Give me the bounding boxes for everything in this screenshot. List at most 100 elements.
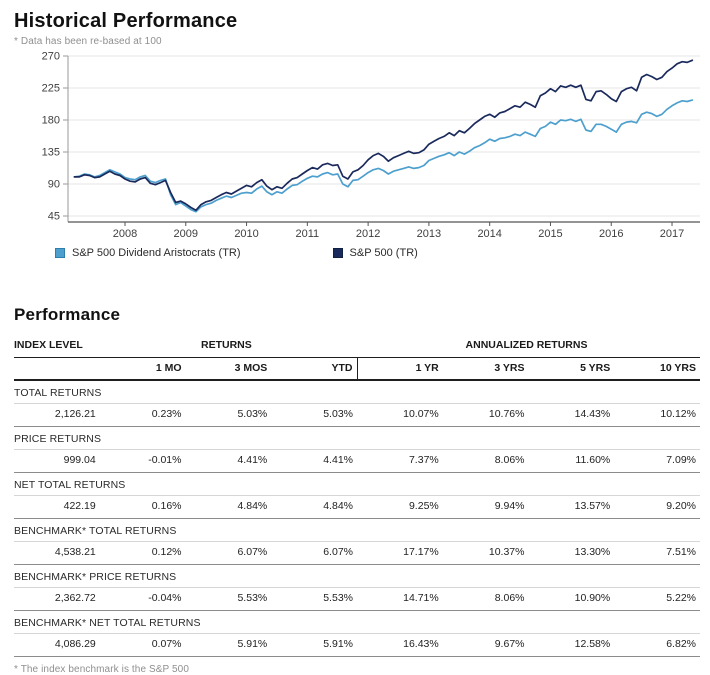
value-cell: 10.07% xyxy=(357,403,443,427)
value-cell: 10.37% xyxy=(442,541,529,565)
value-cell: 9.94% xyxy=(442,495,529,519)
x-axis-label: 2016 xyxy=(599,228,623,240)
value-cell: 999.04 xyxy=(14,449,100,473)
factsheet-page: Historical Performance * Data has been r… xyxy=(0,10,710,675)
x-axis-label: 2012 xyxy=(356,228,380,240)
section-label-row: TOTAL RETURNS xyxy=(14,380,700,404)
period-header: 3 MOS xyxy=(185,357,272,381)
section-value-row: 4,538.21 0.12% 6.07% 6.07% 17.17% 10.37% 13.30… xyxy=(14,541,700,565)
value-cell: 0.12% xyxy=(99,541,186,565)
value-cell: 9.67% xyxy=(442,633,529,657)
section-value-row: 422.19 0.16% 4.84% 4.84% 9.25% 9.94% 13.57% 9.2… xyxy=(14,495,700,519)
period-header: 1 MO xyxy=(99,357,186,381)
legend-label-aristocrats: S&P 500 Dividend Aristocrats (TR) xyxy=(72,247,241,259)
value-cell: 0.07% xyxy=(99,633,186,657)
header-empty-cell xyxy=(14,357,100,381)
x-axis-label: 2011 xyxy=(296,228,320,240)
value-cell: 4,538.21 xyxy=(14,541,100,565)
y-axis-label: 180 xyxy=(42,115,60,127)
y-axis-label: 90 xyxy=(48,179,60,191)
value-cell: 16.43% xyxy=(357,633,443,657)
x-axis-label: 2010 xyxy=(234,228,258,240)
value-cell: 5.53% xyxy=(185,587,272,611)
section-value-row: 2,126.21 0.23% 5.03% 5.03% 10.07% 10.76% 14.43… xyxy=(14,403,700,427)
rebase-footnote: * Data has been re-based at 100 xyxy=(14,36,162,47)
table-period-header-row: 1 MO 3 MOS YTD 1 YR 3 YRS 5 YRS 10 YRS xyxy=(14,357,700,381)
value-cell: 5.91% xyxy=(271,633,357,657)
section-label-row: PRICE RETURNS xyxy=(14,426,700,450)
value-cell: 17.17% xyxy=(357,541,443,565)
value-cell: 12.58% xyxy=(528,633,615,657)
value-cell: 4.41% xyxy=(185,449,272,473)
value-cell: 9.25% xyxy=(357,495,443,519)
legend-item-dividend-aristocrats: S&P 500 Dividend Aristocrats (TR) xyxy=(55,247,241,259)
value-cell: 9.20% xyxy=(614,495,700,519)
value-cell: 7.09% xyxy=(614,449,700,473)
performance-title: Performance xyxy=(14,305,121,324)
legend-swatch-aristocrats xyxy=(55,248,65,258)
value-cell: 6.82% xyxy=(614,633,700,657)
x-axis-label: 2013 xyxy=(417,228,441,240)
section-label: TOTAL RETURNS xyxy=(14,380,700,404)
value-cell: 5.03% xyxy=(271,403,357,427)
y-axis-label: 270 xyxy=(42,51,60,63)
legend-item-sp500: S&P 500 (TR) xyxy=(332,247,418,259)
value-cell: 14.43% xyxy=(528,403,615,427)
historical-chart: 45 90 135 180 225 270 2008 2009 2010 2011 2012 2013… xyxy=(0,49,710,241)
chart-legend: S&P 500 Dividend Aristocrats (TR) S&P 50… xyxy=(0,247,710,259)
value-cell: 5.03% xyxy=(185,403,272,427)
header-group-annualized-returns: ANNUALIZED RETURNS xyxy=(357,333,700,358)
value-cell: 0.23% xyxy=(99,403,186,427)
value-cell: 7.37% xyxy=(357,449,443,473)
line-chart-canvas: 45 90 135 180 225 270 2008 2009 2010 2011 2012 2013… xyxy=(42,51,700,240)
value-cell: 422.19 xyxy=(14,495,100,519)
performance-table: INDEX LEVEL RETURNS ANNUALIZED RETURNS 1… xyxy=(14,333,700,657)
x-axis-label: 2009 xyxy=(174,228,198,240)
section-label: BENCHMARK* NET TOTAL RETURNS xyxy=(14,610,700,634)
y-axis-label: 45 xyxy=(48,211,60,223)
x-axis-label: 2015 xyxy=(538,228,562,240)
header-group-returns: RETURNS xyxy=(99,333,357,358)
section-label: BENCHMARK* PRICE RETURNS xyxy=(14,564,700,588)
y-axis-label: 225 xyxy=(42,83,60,95)
section-value-row: 4,086.29 0.07% 5.91% 5.91% 16.43% 9.67% 12.58%… xyxy=(14,633,700,657)
value-cell: 14.71% xyxy=(357,587,443,611)
value-cell: -0.04% xyxy=(99,587,186,611)
period-header: 3 YRS xyxy=(442,357,529,381)
value-cell: 2,362.72 xyxy=(14,587,100,611)
section-value-row: 999.04 -0.01% 4.41% 4.41% 7.37% 8.06% 11.60% 7.… xyxy=(14,449,700,473)
legend-label-sp500: S&P 500 (TR) xyxy=(349,247,418,259)
legend-swatch-sp500 xyxy=(332,248,343,258)
value-cell: 2,126.21 xyxy=(14,403,100,427)
value-cell: 8.06% xyxy=(442,587,529,611)
y-axis-label: 135 xyxy=(42,147,60,159)
period-header: 5 YRS xyxy=(528,357,615,381)
value-cell: -0.01% xyxy=(99,449,186,473)
value-cell: 10.90% xyxy=(528,587,615,611)
value-cell: 11.60% xyxy=(528,449,615,473)
section-label: BENCHMARK* TOTAL RETURNS xyxy=(14,518,700,542)
period-header: 10 YRS xyxy=(614,357,700,381)
benchmark-footnote: * The index benchmark is the S&P 500 xyxy=(14,664,190,675)
value-cell: 6.07% xyxy=(185,541,272,565)
x-axis-label: 2008 xyxy=(113,228,137,240)
x-axis-label: 2017 xyxy=(660,228,684,240)
table-group-header-row: INDEX LEVEL RETURNS ANNUALIZED RETURNS xyxy=(14,333,700,358)
section-label: NET TOTAL RETURNS xyxy=(14,472,700,496)
section-label-row: BENCHMARK* TOTAL RETURNS xyxy=(14,518,700,542)
section-value-row: 2,362.72 -0.04% 5.53% 5.53% 14.71% 8.06% 10.90… xyxy=(14,587,700,611)
value-cell: 7.51% xyxy=(614,541,700,565)
value-cell: 10.76% xyxy=(442,403,529,427)
value-cell: 4.41% xyxy=(271,449,357,473)
value-cell: 6.07% xyxy=(271,541,357,565)
period-header: 1 YR xyxy=(356,357,443,381)
section-label-row: BENCHMARK* NET TOTAL RETURNS xyxy=(14,610,700,634)
value-cell: 5.91% xyxy=(185,633,272,657)
section-label: PRICE RETURNS xyxy=(14,426,700,450)
value-cell: 0.16% xyxy=(99,495,186,519)
value-cell: 8.06% xyxy=(442,449,529,473)
value-cell: 13.30% xyxy=(528,541,615,565)
series-line-dividend-aristocrats xyxy=(73,99,694,213)
value-cell: 13.57% xyxy=(528,495,615,519)
value-cell: 10.12% xyxy=(614,403,700,427)
